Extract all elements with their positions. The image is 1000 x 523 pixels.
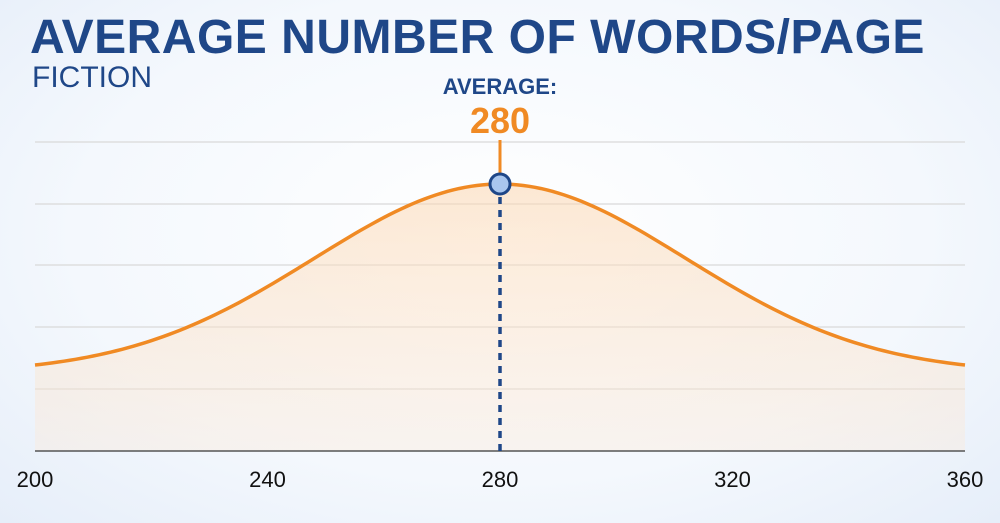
x-tick-label: 320 — [714, 467, 751, 492]
x-tick-label: 200 — [17, 467, 54, 492]
x-axis-ticks: 200 240 280 320 360 — [17, 467, 984, 492]
chart-title: AVERAGE NUMBER OF WORDS/PAGE — [30, 11, 925, 64]
chart-subtitle: FICTION — [32, 61, 152, 94]
x-tick-label: 280 — [482, 467, 519, 492]
mean-marker — [488, 172, 512, 196]
average-value: 280 — [469, 100, 531, 141]
x-tick-label: 240 — [249, 467, 286, 492]
x-tick-label: 360 — [947, 467, 984, 492]
average-label: AVERAGE: — [442, 74, 558, 99]
